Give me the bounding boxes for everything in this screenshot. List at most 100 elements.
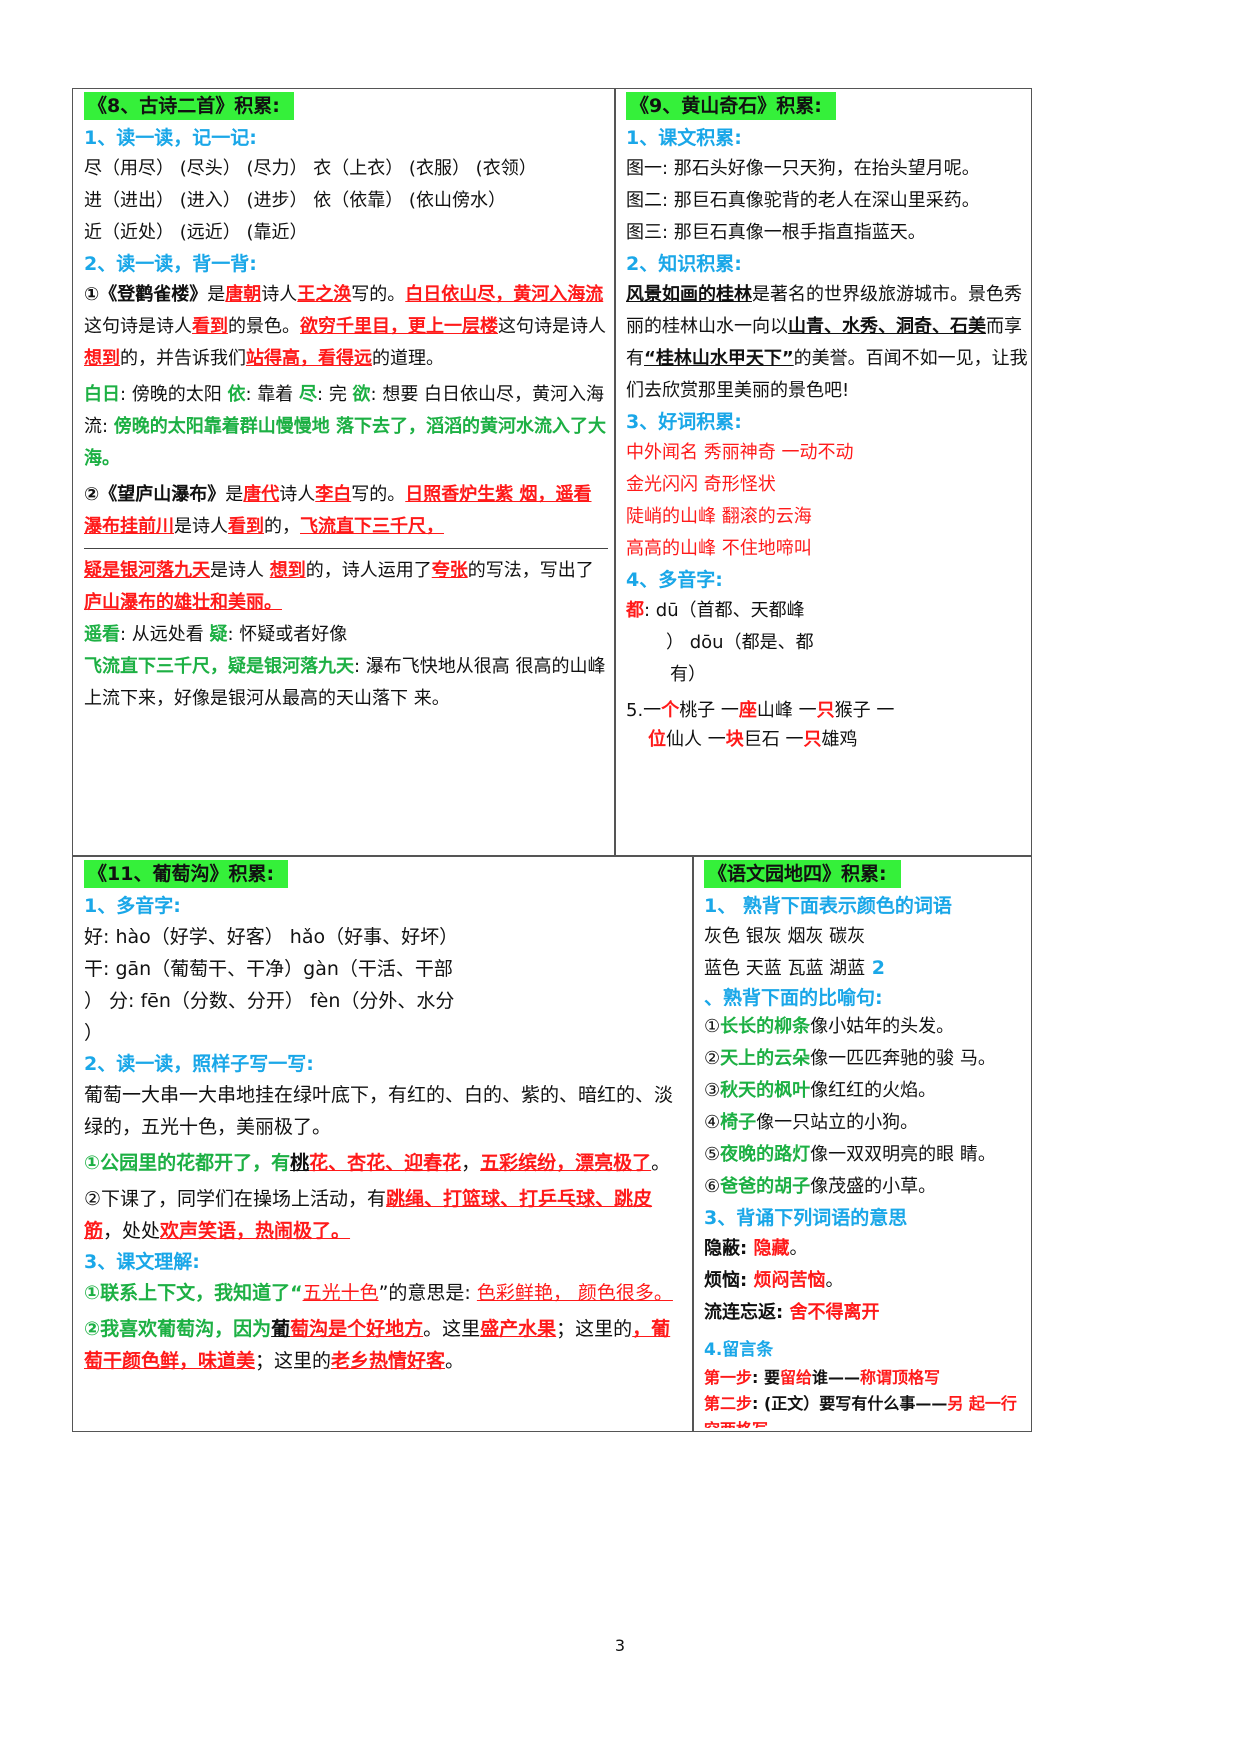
word-line: 灰色 银灰 烟灰 碳灰 [704, 926, 866, 947]
paragraph: ②《望庐山瀑布》是唐代诗人李白写的。日照香炉生紫 烟，遥看瀑布挂前川是诗人看到的… [84, 479, 608, 543]
text-run: 盛产水果 [480, 1318, 557, 1340]
subheading: 2、读一读，照样子写一写: [84, 1053, 314, 1075]
section-lesson-8: 《8、古诗二首》积累: 1、读一读，记一记: 尽（用尽） (尽头） (尽力） 衣… [84, 92, 608, 852]
paragraph: ②我喜欢葡萄沟，因为葡萄沟是个好地方。这里盛产水果；这里的，葡萄干颜色鲜，味道美… [84, 1313, 686, 1377]
paragraph: 葡萄一大串一大串地挂在绿叶底下，有红的、白的、紫的、暗红的、淡绿的，五光十色，美… [84, 1084, 674, 1138]
text-run: 写的。 [351, 284, 406, 305]
text-line: 图二: 那巨石真像驼背的老人在深山里采药。 [626, 190, 980, 211]
text-run: 风景如画的桂林 [626, 284, 752, 305]
text-run: 跳绳、打篮球、打乒乓球、跳皮筋 [84, 1188, 653, 1242]
text-line: 图三: 那巨石真像一根手指直指蓝天。 [626, 222, 926, 243]
divider [84, 546, 608, 549]
text-run: : 要 [752, 1368, 780, 1387]
text-run: ② [704, 1048, 721, 1069]
page-number: 3 [614, 1636, 626, 1655]
text-run: 看到 [192, 316, 228, 337]
text-run: 夸张 [431, 560, 468, 581]
text-run: 仙人 一 [666, 729, 726, 750]
text-run: 的，诗人运用了 [305, 560, 432, 581]
subheading: 2、知识积累: [626, 253, 742, 275]
subheading: 3、课文理解: [84, 1251, 200, 1273]
text-run: 像一双双明亮的眼 睛。 [810, 1144, 996, 1165]
text-run: 座 [738, 700, 757, 721]
text-run: 隐藏 [753, 1238, 790, 1259]
text-run: : 傍晚的太阳 [120, 384, 228, 405]
section-title: 《9、黄山奇石》积累: [626, 92, 836, 120]
divider [72, 855, 1032, 857]
text-run: ；这里的 [556, 1318, 633, 1340]
text-run: 诗人 [261, 284, 298, 305]
text-run: 留给 [780, 1368, 813, 1387]
text-run: 的，并告诉我们 [120, 348, 246, 369]
pinyin-line: ） dōu（都是、都 [666, 632, 814, 653]
text-run: 白日依山尽，黄河入海流 [405, 284, 604, 305]
text-run: 天上的云朵 [720, 1048, 811, 1069]
text-run: 庐山瀑布的雄壮和美丽。 [84, 592, 282, 613]
text-run: “桂林山水甲天下” [644, 348, 794, 369]
subheading: 4、多音字: [626, 569, 723, 591]
text-run: 。 [825, 1270, 844, 1291]
text-run: —— [915, 1394, 948, 1413]
text-run: 日照香炉生紫 烟，遥看瀑布挂前川 [84, 484, 592, 537]
text-run: 欲穷千里目，更上一层楼 [300, 316, 498, 337]
paragraph: ②下课了，同学们在操场上活动，有跳绳、打篮球、打乒乓球、跳皮筋，处处欢声笑语，热… [84, 1183, 686, 1247]
text-run: 有什么事 [851, 1394, 916, 1413]
text-run: 站得高，看得远 [246, 348, 372, 369]
text-run: 傍晚的太阳靠着群山慢慢地 落下去了，滔滔的黄河水流入了大海。 [84, 416, 607, 469]
text-run: 疑 [209, 624, 228, 645]
text-line: 有） [670, 664, 706, 685]
text-run: 萄沟是个好地方 [290, 1318, 424, 1340]
subheading-number: 2 [865, 957, 886, 979]
section-lesson-11: 《11、葡萄沟》积累: 1、多音字: 好: hào（好学、好客） hǎo（好事、… [84, 860, 686, 1428]
text-run: ④ [704, 1112, 721, 1133]
text-run: 块 [725, 729, 744, 750]
text-run: 第二步 [704, 1394, 753, 1413]
text-run: 桃子 一 [679, 700, 739, 721]
simile-line: ③秋天的枫叶像红红的火焰。 [704, 1075, 1026, 1107]
paragraph: 白日: 傍晚的太阳 依: 靠着 尽: 完 欲: 想要 白日依山尽，黄河入海流: … [84, 379, 608, 475]
text-run: 依 [227, 384, 246, 405]
text-run: 李白 [315, 484, 352, 505]
text-run: 的， [264, 516, 300, 537]
text-run: 是 [207, 284, 226, 305]
text-run: 。 [651, 1152, 671, 1174]
text-run: 只 [816, 700, 835, 721]
meaning-line: 隐蔽: 隐藏。 [704, 1233, 1026, 1265]
text-run: 是诗人 [210, 560, 270, 581]
text-run: 。 [789, 1238, 808, 1259]
text-run: : 完 [317, 384, 353, 405]
meaning-line: 烦恼: 烦闷苦恼。 [704, 1265, 1026, 1297]
subheading: 2、读一读，背一背: [84, 253, 257, 275]
word-line: 高高的山峰 不住地啼叫 [626, 538, 812, 559]
text-run: : 靠着 [245, 384, 300, 405]
pinyin-line: : dū（首都、天都峰 [644, 600, 805, 621]
note-step: 第一步: 要留给谁——称谓顶格写 [704, 1365, 1026, 1391]
subheading: 3、好词积累: [626, 411, 742, 433]
text-run: 尽 [299, 384, 318, 405]
paragraph: ①《登鹳雀楼》是唐朝诗人王之涣写的。白日依山尽，黄河入海流这句诗是诗人看到的景色… [84, 279, 608, 375]
quantifier-line: 5.一个桃子 一座山峰 一只猴子 一 [626, 695, 1028, 727]
quantifier-line: 位仙人 一块巨石 一只雄鸡 [626, 727, 1028, 753]
text-run: 的景色。 [228, 316, 300, 337]
polyphone-char: 都 [626, 600, 644, 621]
text-run: 长长的柳条 [720, 1016, 811, 1037]
text-run: 是诗人 [174, 516, 228, 537]
text-run: 的道理。 [372, 348, 444, 369]
text-run: 第一步 [704, 1368, 753, 1387]
text-run: 雄鸡 [821, 729, 858, 750]
text-run: 想到 [269, 560, 306, 581]
text-run: 像红红的火焰。 [810, 1080, 937, 1101]
text-run: ⑤ [704, 1144, 721, 1165]
text-run: ①《登鹳雀楼》 [84, 284, 208, 305]
text-run: 唐代 [243, 484, 280, 505]
word-line: 金光闪闪 奇形怪状 [626, 474, 776, 495]
meaning-line: 流连忘返: 舍不得离开 [704, 1297, 1026, 1329]
word-line: 中外闻名 秀丽神奇 一动不动 [626, 442, 854, 463]
text-run: 遥看 [84, 624, 120, 645]
text-run: ①联系上下文，我知道了“ [84, 1282, 303, 1304]
word-line-text: 蓝色 天蓝 瓦蓝 湖蓝 [704, 958, 866, 979]
subheading: 3、背诵下列词语的意思 [704, 1207, 908, 1229]
text-line: 都: dū（首都、天都峰 [626, 595, 1028, 627]
text-run: 欢声笑语，热闹极了。 [160, 1220, 351, 1242]
text-run: 烦闷苦恼 [753, 1270, 826, 1291]
